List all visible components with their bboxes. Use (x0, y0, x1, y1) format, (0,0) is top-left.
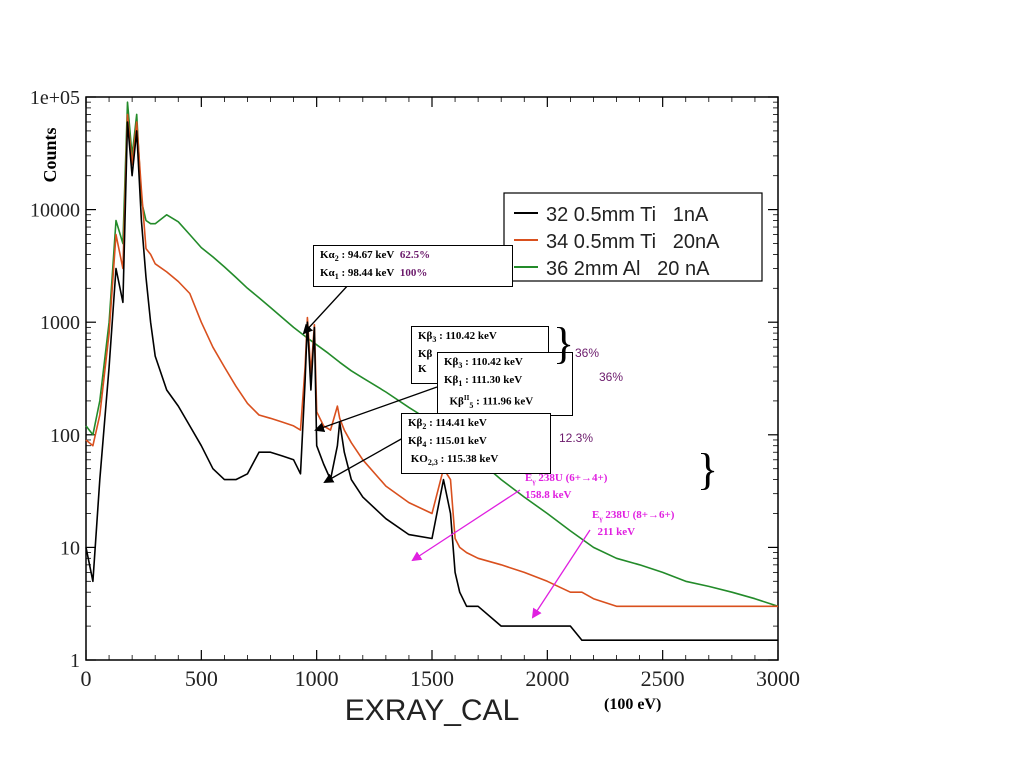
k-beta2-annotation: Kβ2 : 114.41 keV Kβ4 : 115.01 keV KO2,3 … (401, 413, 551, 474)
k-beta-annotation: Kβ3 : 110.42 keV Kβ1 : 111.30 keV KβII5 … (437, 352, 573, 417)
arrow-k-beta2 (323, 437, 404, 483)
intensity-note-36b: 36% (599, 370, 624, 384)
y-tick-label: 1e+05 (30, 87, 80, 109)
k-alpha-annotation: Kα2 : 94.67 keV 62.5% Kα1 : 98.44 keV 10… (313, 245, 513, 288)
x-tick-label: 2500 (641, 666, 685, 691)
y-tick-label: 1 (70, 650, 80, 672)
legend-box (503, 192, 763, 282)
legend-label: 36 2mm Al 20 nA (546, 258, 710, 280)
brace-kbeta2: } (697, 445, 719, 494)
legend-label: 32 0.5mm Ti 1nA (546, 204, 709, 226)
y-tick-label: 10000 (30, 200, 80, 222)
series-line-1 (85, 121, 778, 642)
x-unit-note: (100 eV) (604, 696, 662, 713)
x-tick-label: 1000 (295, 666, 339, 691)
y-tick-label: 1000 (40, 312, 80, 334)
arrow-k-beta (314, 386, 438, 433)
gamma-line-label-1: Eγ 238U (6+→4+) 158.8 keV (525, 472, 608, 502)
arrow-gamma-1 (411, 489, 521, 562)
y-axis-label: Counts (40, 127, 60, 182)
y-tick-label: 10 (60, 537, 80, 559)
gamma-line-label-2: Eγ 238U (8+→6+) 211 keV (592, 509, 675, 539)
k-alpha1-row: Kα1 : 98.44 keV 100% (320, 267, 428, 282)
brace-kbeta: } (553, 319, 575, 368)
legend-label: 34 0.5mm Ti 20nA (546, 231, 720, 253)
x-tick-label: 2000 (525, 666, 569, 691)
x-tick-label: 0 (81, 666, 92, 691)
arrow-gamma-2 (531, 529, 591, 619)
x-tick-label: 1500 (410, 666, 454, 691)
x-tick-label: 3000 (756, 666, 800, 691)
k-alpha1-intensity: 100% (399, 267, 428, 280)
x-tick-label: 500 (185, 666, 218, 691)
x-axis-label: EXRAY_CAL (345, 694, 520, 727)
k-alpha2-intensity: 62.5% (399, 249, 431, 261)
k-alpha2-row: Kα2 : 94.67 keV 62.5% (320, 249, 431, 264)
intensity-note-12: 12.3% (559, 431, 594, 445)
intensity-note-36a: 36% (575, 346, 600, 360)
arrow-k-alpha (302, 282, 351, 335)
y-tick-label: 100 (50, 425, 80, 447)
